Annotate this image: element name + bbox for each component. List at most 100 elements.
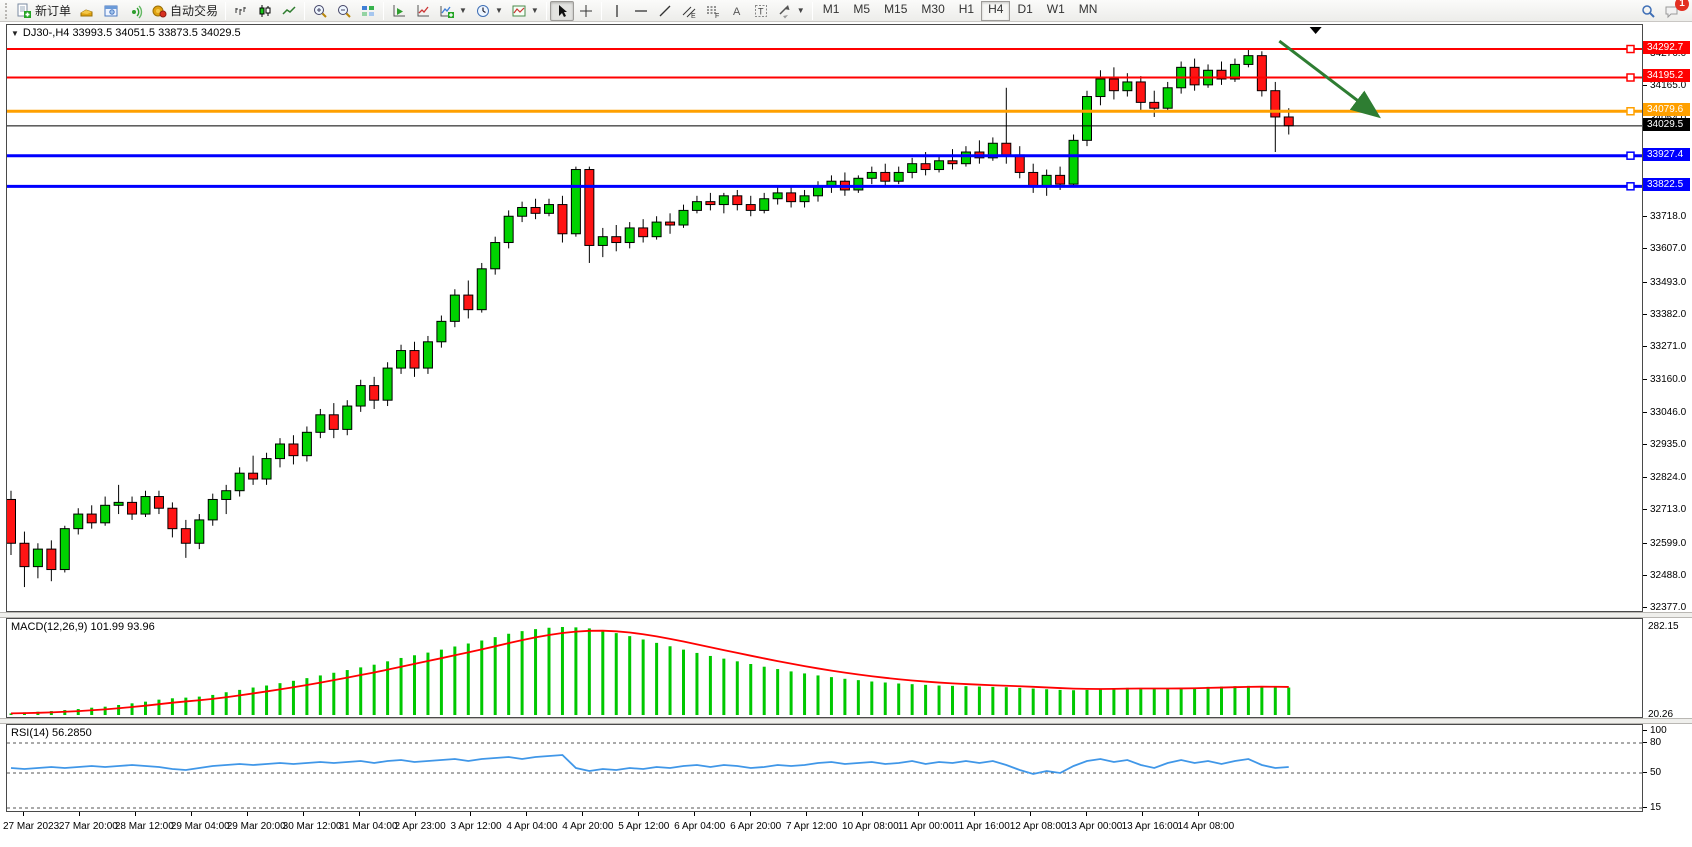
text-label-icon: T: [754, 4, 767, 17]
time-axis-label: 31 Mar 04:00: [338, 821, 398, 832]
time-tick: [1141, 812, 1143, 816]
panel-splitter[interactable]: [0, 718, 1692, 724]
data-window-button[interactable]: [99, 1, 123, 21]
tile-windows-icon: [362, 5, 375, 16]
new-chart-button[interactable]: [387, 1, 411, 21]
candlestick-chart-icon: [259, 4, 271, 17]
bar-chart-icon: [235, 6, 247, 15]
new-chart-icon: [393, 4, 406, 16]
zoom-out-button[interactable]: [332, 1, 356, 21]
text-button[interactable]: A: [725, 1, 749, 21]
new-order-label: 新订单: [35, 4, 72, 18]
chat-button[interactable]: 1: [1660, 0, 1689, 21]
time-tick: [694, 812, 696, 816]
timeframe-h1-button[interactable]: H1: [958, 1, 975, 16]
time-axis-label: 11 Apr 16:00: [953, 821, 1010, 832]
cursor-button[interactable]: [549, 0, 574, 21]
profiles-button[interactable]: [411, 1, 435, 21]
time-axis[interactable]: 27 Mar 2023 27 Mar 20:00 28 Mar 12:00 29 Ma…: [0, 812, 1692, 847]
signals-button[interactable]: [123, 1, 147, 21]
timeframe-m30-button[interactable]: M30: [921, 1, 945, 16]
time-axis-label: 30 Mar 12:00: [282, 821, 342, 832]
toolbar-separator: [304, 1, 306, 20]
dropdown-caret-icon: ▼: [494, 6, 503, 15]
crosshair-button[interactable]: [574, 1, 598, 21]
time-tick: [302, 812, 304, 816]
zoom-in-icon: [314, 4, 327, 18]
periods-button[interactable]: ▼: [471, 1, 507, 21]
chart-title: DJ30-,H4 33993.5 34051.5 33873.5 34029.5: [22, 27, 241, 39]
time-tick: [1197, 812, 1199, 816]
autotrading-button[interactable]: 自动交易: [147, 1, 222, 21]
timeframe-d1-button[interactable]: D1: [1017, 1, 1033, 16]
arrows-button[interactable]: ▼: [773, 1, 809, 21]
timeframe-m1-button[interactable]: M1: [822, 1, 840, 16]
trendline-button[interactable]: [653, 1, 677, 21]
time-axis-label: 6 Apr 20:00: [730, 821, 782, 832]
new-order-button[interactable]: 新订单: [12, 1, 75, 21]
price-line-label: 34029.5: [1643, 117, 1690, 131]
templates-button[interactable]: ▼: [507, 1, 543, 21]
price-tick-label: 33160.0: [1650, 373, 1687, 385]
price-tick-label: 33718.0: [1650, 210, 1687, 222]
rsi-tick: [1643, 772, 1647, 773]
price-tick-label: 32824.0: [1650, 471, 1687, 483]
price-tick: [1643, 85, 1647, 87]
bar-chart-button[interactable]: [229, 1, 253, 21]
rsi-canvas: [7, 742, 1642, 809]
price-tick-label: 32599.0: [1650, 537, 1687, 549]
toolbar-grip: [5, 2, 9, 19]
trendline-icon: [659, 5, 671, 16]
search-button[interactable]: [1636, 1, 1660, 21]
time-axis-label: 27 Mar 2023: [3, 821, 60, 832]
ohlc-collapse-arrow[interactable]: ▼: [11, 28, 19, 38]
macd-panel[interactable]: MACD(12,26,9) 101.99 93.96: [6, 618, 1643, 718]
equidistant-channel-button[interactable]: E: [677, 1, 701, 21]
autotrading-icon: [152, 5, 167, 17]
time-tick: [582, 812, 584, 816]
panel-splitter[interactable]: [0, 612, 1692, 618]
timeframe-mn-button[interactable]: MN: [1078, 1, 1098, 16]
tile-windows-button[interactable]: [356, 1, 380, 21]
timeframe-m5-button[interactable]: M5: [853, 1, 871, 16]
price-tick: [1643, 607, 1647, 609]
price-chart-panel[interactable]: ▼ DJ30-,H4 33993.5 34051.5 33873.5 34029…: [6, 24, 1643, 612]
time-axis-label: 4 Apr 20:00: [562, 821, 614, 832]
line-chart-icon: [282, 5, 296, 15]
price-tick-label: 32935.0: [1650, 439, 1687, 451]
time-axis-label: 13 Apr 16:00: [1121, 821, 1179, 832]
zoom-out-icon: [338, 4, 351, 18]
chart-window: ▼ DJ30-,H4 33993.5 34051.5 33873.5 34029…: [0, 22, 1692, 847]
price-tick-label: 32713.0: [1650, 504, 1687, 516]
time-axis-label: 28 Mar 12:00: [114, 821, 174, 832]
time-tick: [917, 812, 919, 816]
cursor-icon: [558, 4, 567, 17]
time-tick: [134, 812, 136, 816]
time-axis-label: 12 Apr 08:00: [1009, 821, 1067, 832]
line-chart-button[interactable]: [277, 1, 301, 21]
candlestick-chart-button[interactable]: [253, 1, 277, 21]
vertical-line-button[interactable]: [605, 1, 629, 21]
time-tick: [638, 812, 640, 816]
rsi-tick: [1643, 730, 1647, 731]
price-axis[interactable]: 34276.034165.034054.033718.033607.033493…: [1643, 22, 1692, 847]
timeframe-m15-button[interactable]: M15: [884, 1, 908, 16]
text-label-button[interactable]: T: [749, 1, 773, 21]
data-window-icon: [104, 5, 118, 16]
fibonacci-button[interactable]: F: [701, 1, 725, 21]
market-watch-button[interactable]: [75, 1, 99, 21]
horizontal-line-icon: [634, 9, 647, 12]
timeframe-h4-button[interactable]: H4: [981, 0, 1011, 21]
timeframe-w1-button[interactable]: W1: [1046, 1, 1065, 16]
equidistant-channel-icon: E: [682, 6, 696, 19]
zoom-in-button[interactable]: [308, 1, 332, 21]
svg-text:T: T: [758, 6, 764, 16]
dropdown-caret-icon: ▼: [796, 6, 805, 15]
time-tick: [806, 812, 808, 816]
price-tick: [1643, 215, 1647, 217]
horizontal-line-button[interactable]: [629, 1, 653, 21]
indicators-button[interactable]: ▼: [435, 1, 471, 21]
rsi-panel[interactable]: RSI(14) 56.2850: [6, 724, 1643, 812]
svg-text:E: E: [691, 13, 696, 19]
time-axis-label: 29 Mar 20:00: [226, 821, 286, 832]
